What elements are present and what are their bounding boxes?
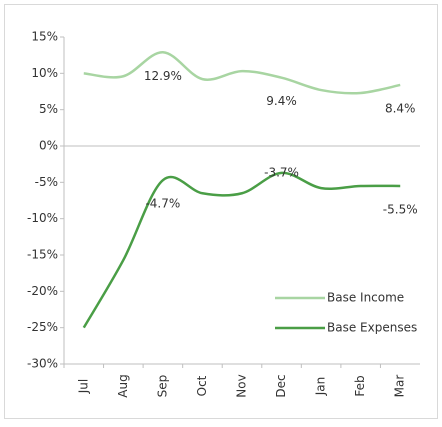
- x-tick-label: Mar: [393, 375, 407, 398]
- data-label: -4.7%: [145, 197, 180, 211]
- legend-label: Base Expenses: [327, 321, 417, 335]
- y-tick-label: 0%: [39, 139, 58, 153]
- y-tick-label: -30%: [27, 357, 58, 371]
- y-tick-label: -5%: [35, 175, 58, 189]
- line: [82, 171, 401, 329]
- x-tick-label: Dec: [274, 374, 288, 397]
- data-label: 9.4%: [266, 94, 297, 108]
- data-label: -5.5%: [383, 202, 418, 216]
- y-tick-label: -20%: [27, 284, 58, 298]
- x-tick-label: Oct: [195, 375, 209, 396]
- data-label: 8.4%: [385, 101, 416, 115]
- x-tick-label: Jan: [314, 377, 328, 397]
- frame: [4, 4, 438, 419]
- y-tick-label: 15%: [31, 30, 58, 44]
- y-tick-label: -25%: [27, 320, 58, 334]
- x-tick-label: Jul: [76, 379, 90, 394]
- x-tick-label: Feb: [353, 375, 367, 396]
- legend-label: Base Income: [327, 291, 404, 305]
- x-tick-label: Sep: [155, 375, 169, 398]
- y-tick-label: 5%: [39, 102, 58, 116]
- x-tick-label: Aug: [116, 374, 130, 397]
- x-tick-label: Nov: [235, 374, 249, 397]
- y-tick-label: 10%: [31, 66, 58, 80]
- y-tick-label: -10%: [27, 211, 58, 225]
- data-label: -3.7%: [264, 165, 299, 179]
- y-tick-label: -15%: [27, 248, 58, 262]
- data-label: 12.9%: [144, 69, 182, 83]
- line: [83, 51, 401, 95]
